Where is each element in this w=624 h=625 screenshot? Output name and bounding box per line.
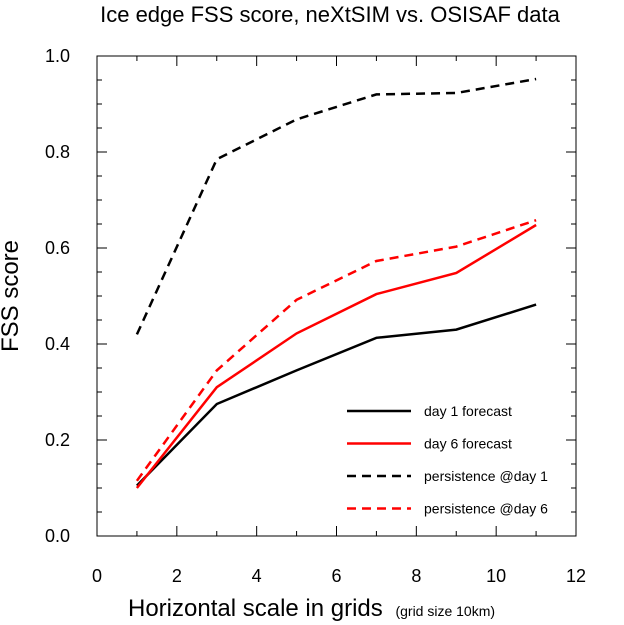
x-tick-label: 12	[566, 566, 586, 586]
x-axis-ticks: 0 2 4 6 8 10 12	[92, 56, 586, 586]
legend: day 1 forecast day 6 forecast persistence …	[347, 403, 548, 517]
y-tick-label: 0.4	[45, 334, 70, 354]
y-tick-label: 0.6	[45, 238, 70, 258]
y-tick-label: 0.8	[45, 142, 70, 162]
series-line-4	[135, 219, 537, 482]
series-line-2	[135, 223, 537, 489]
series-line-3	[135, 77, 537, 335]
chart-title: Ice edge FSS score, neXtSIM vs. OSISAF d…	[100, 2, 561, 27]
legend-label: day 1 forecast	[424, 403, 512, 419]
legend-label: persistence @day 6	[424, 501, 548, 517]
x-tick-label: 10	[486, 566, 506, 586]
legend-label: persistence @day 1	[424, 468, 548, 484]
x-tick-label: 4	[252, 566, 262, 586]
y-tick-label: 0.2	[45, 430, 70, 450]
series-lines	[135, 77, 537, 489]
x-tick-label: 0	[92, 566, 102, 586]
x-axis-title: Horizontal scale in grids	[128, 595, 383, 622]
x-axis-note: (grid size 10km)	[395, 603, 495, 619]
x-tick-label: 8	[411, 566, 421, 586]
y-tick-label: 0.0	[45, 526, 70, 546]
x-axis-label: Horizontal scale in grids (grid size 10k…	[128, 595, 495, 622]
x-tick-label: 2	[172, 566, 182, 586]
plot-frame	[96, 55, 577, 537]
series-line-1	[136, 303, 537, 487]
y-tick-label: 1.0	[45, 46, 70, 66]
y-axis-ticks: 0.0 0.2 0.4 0.6 0.8 1.0	[45, 46, 576, 546]
legend-label: day 6 forecast	[424, 436, 512, 452]
x-tick-label: 6	[331, 566, 341, 586]
y-axis-label: FSS score	[0, 240, 24, 352]
